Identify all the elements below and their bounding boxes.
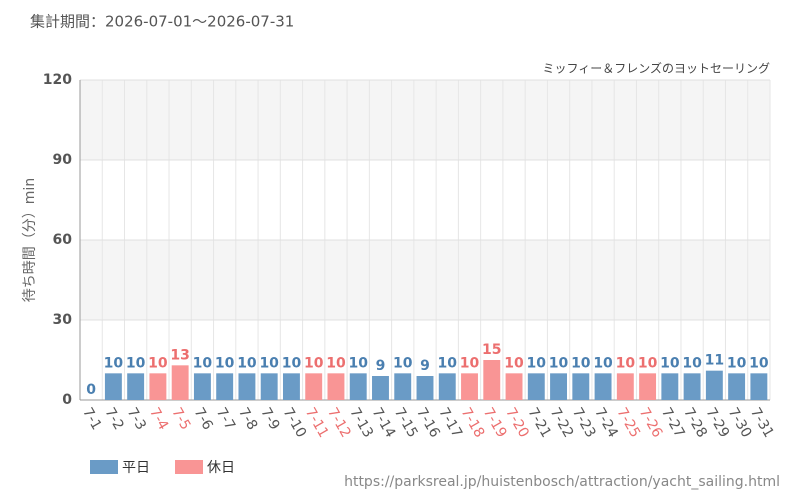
- data-label: 10: [193, 355, 213, 371]
- x-tick-label: 7-3: [124, 405, 149, 433]
- bar: [639, 373, 657, 400]
- bar: [705, 370, 723, 400]
- data-label: 10: [259, 355, 279, 371]
- grid-band: [80, 80, 770, 160]
- header: 集計期間：2026-07-01～2026-07-31: [30, 13, 294, 31]
- bar: [661, 373, 679, 400]
- data-label: 10: [104, 355, 124, 371]
- legend-label: 休日: [207, 460, 235, 476]
- bar: [349, 373, 367, 400]
- x-tick-label: 7-6: [190, 405, 215, 433]
- data-label: 10: [504, 355, 524, 371]
- data-label: 0: [86, 382, 96, 398]
- x-tick-label: 7-7: [213, 405, 238, 433]
- bar: [305, 373, 323, 400]
- chart-title: ミッフィー＆フレンズのヨットセーリング: [542, 61, 770, 76]
- bar: [260, 373, 278, 400]
- data-label: 10: [593, 355, 613, 371]
- data-label: 10: [616, 355, 636, 371]
- legend-label: 平日: [122, 460, 150, 476]
- data-label: 10: [326, 355, 346, 371]
- data-label: 10: [749, 355, 769, 371]
- bar: [149, 373, 167, 400]
- y-tick-label: 0: [62, 392, 72, 408]
- data-label: 10: [571, 355, 591, 371]
- data-label: 10: [527, 355, 547, 371]
- bar: [483, 360, 501, 400]
- footer-url: https://parksreal.jp/huistenbosch/attrac…: [344, 474, 780, 490]
- y-tick-label: 90: [53, 152, 73, 168]
- bar: [193, 373, 211, 400]
- bar: [282, 373, 300, 400]
- data-label: 10: [660, 355, 680, 371]
- y-tick-label: 60: [53, 232, 73, 248]
- bar: [438, 373, 456, 400]
- bar: [728, 373, 746, 400]
- x-tick-label: 7-5: [168, 405, 193, 433]
- bar: [127, 373, 145, 400]
- bar: [461, 373, 478, 400]
- data-label: 10: [393, 355, 413, 371]
- x-tick-label: 7-1: [79, 405, 104, 433]
- data-label: 9: [420, 358, 430, 374]
- y-tick-label: 30: [53, 312, 73, 328]
- data-label: 15: [482, 342, 501, 358]
- data-label: 10: [282, 355, 302, 371]
- data-label: 10: [348, 355, 368, 371]
- data-label: 10: [460, 355, 480, 371]
- data-label: 10: [438, 355, 458, 371]
- bar: [171, 365, 189, 400]
- data-label: 10: [148, 355, 168, 371]
- x-tick-label: 7-31: [747, 405, 777, 441]
- data-label: 10: [727, 355, 747, 371]
- bar: [527, 373, 545, 400]
- data-label: 10: [682, 355, 702, 371]
- y-tick-label: 120: [43, 72, 72, 88]
- grid-band: [80, 240, 770, 320]
- x-tick-label: 7-2: [101, 405, 126, 433]
- data-label: 10: [549, 355, 569, 371]
- data-label: 10: [215, 355, 235, 371]
- bar: [104, 373, 122, 400]
- data-label: 10: [638, 355, 658, 371]
- data-label: 10: [304, 355, 324, 371]
- bar: [505, 373, 523, 400]
- bar: [616, 373, 634, 400]
- data-label: 13: [170, 347, 189, 363]
- data-label: 11: [705, 353, 724, 369]
- y-axis-label: 待ち時間（分）min: [22, 178, 38, 302]
- bar: [750, 373, 768, 400]
- data-label: 9: [376, 358, 386, 374]
- bar: [394, 373, 412, 400]
- bar: [572, 373, 590, 400]
- x-tick-label: 7-9: [257, 405, 282, 433]
- x-tick-label: 7-8: [235, 405, 260, 433]
- bar: [238, 373, 256, 400]
- bar: [327, 373, 345, 400]
- legend-swatch: [175, 460, 203, 474]
- bar: [594, 373, 612, 400]
- bar: [683, 373, 701, 400]
- data-label: 10: [237, 355, 257, 371]
- data-label: 10: [126, 355, 146, 371]
- bar: [216, 373, 234, 400]
- bar: [416, 376, 434, 400]
- x-tick-label: 7-4: [146, 405, 171, 433]
- bar: [550, 373, 568, 400]
- bar: [372, 376, 389, 400]
- legend-swatch: [90, 460, 118, 474]
